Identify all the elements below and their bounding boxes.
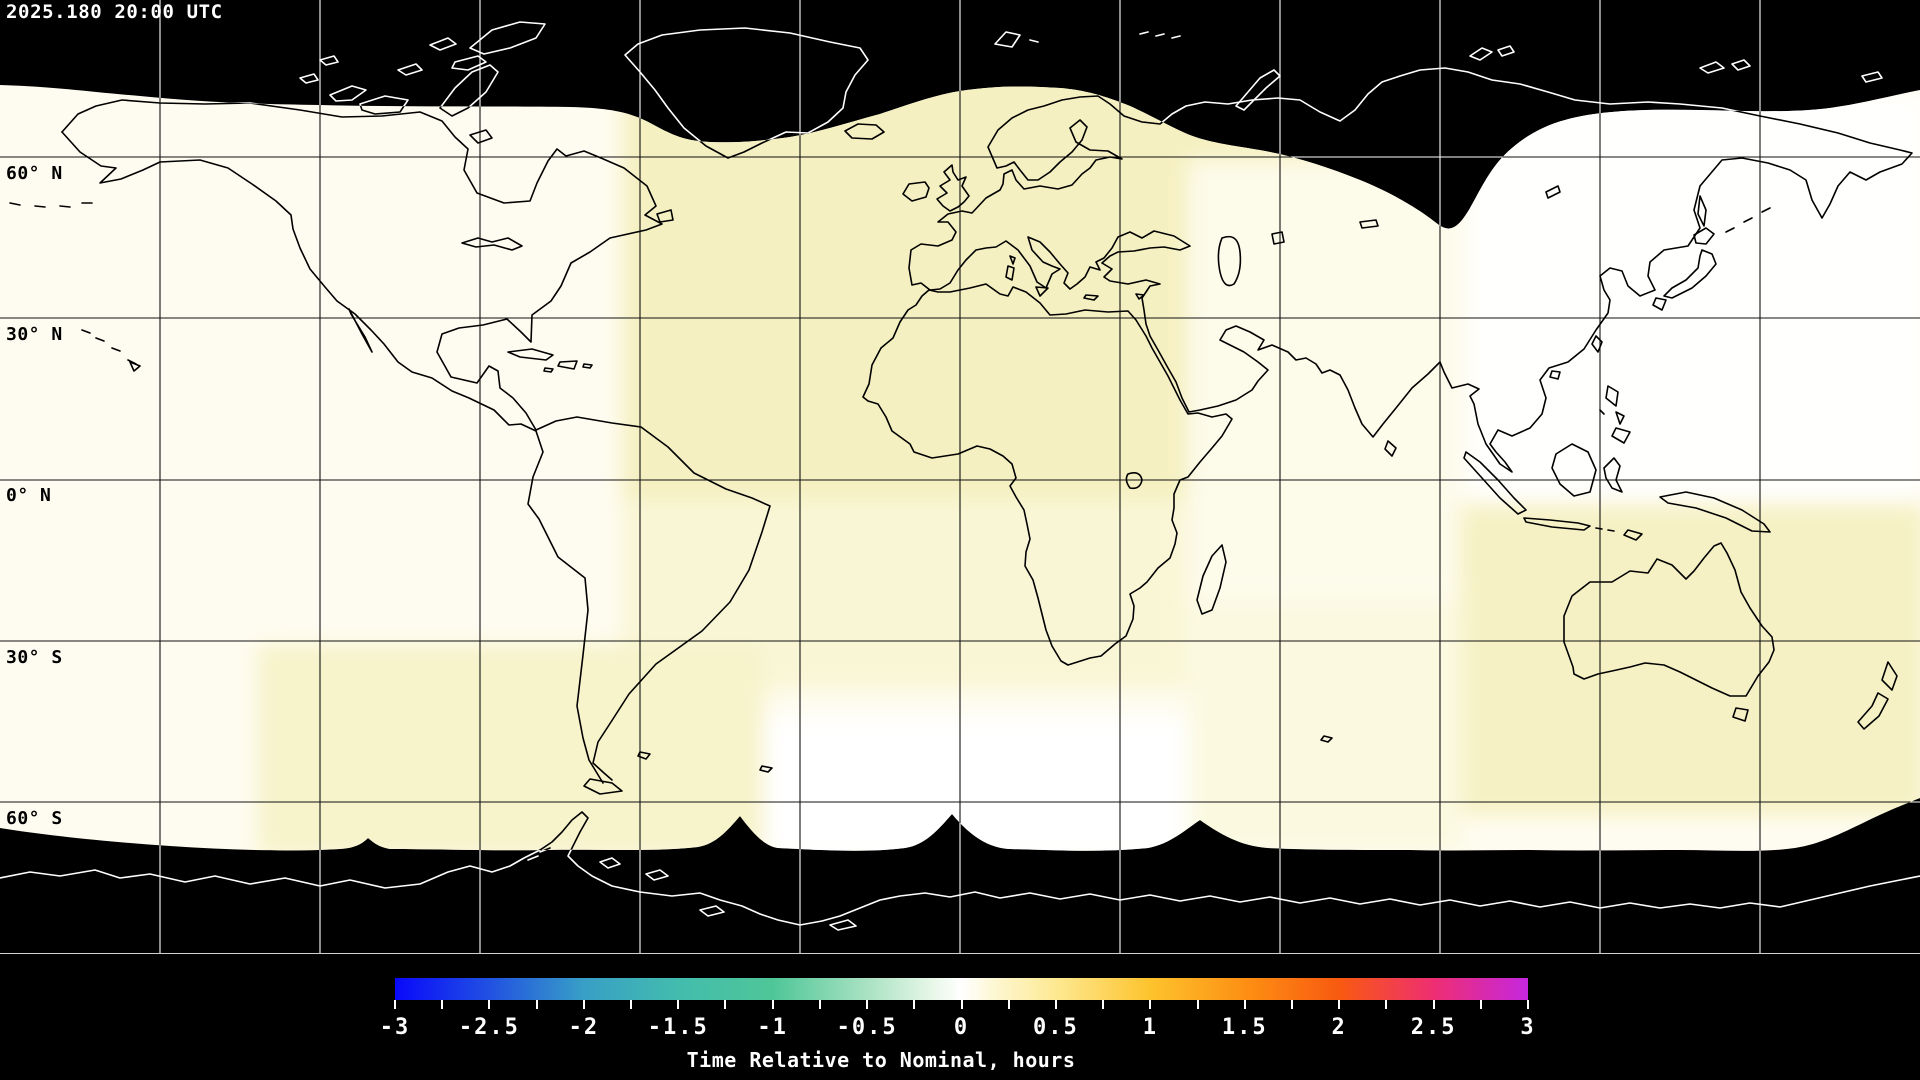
colorbar-tick-label: -2.5 — [458, 1015, 520, 1040]
colorbar-tick — [866, 1000, 869, 1009]
colorbar-tick — [960, 1000, 963, 1009]
colorbar-tick-label: -1.5 — [647, 1015, 709, 1040]
latitude-label: 30° N — [6, 324, 63, 345]
colorbar-tick-label: 1 — [1142, 1015, 1158, 1040]
timestamp-label: 2025.180 20:00 UTC — [6, 1, 223, 23]
colorbar-tick — [1196, 1000, 1199, 1009]
colorbar-tick — [394, 1000, 396, 1009]
latitude-label: 30° S — [6, 647, 63, 668]
colorbar-tick — [1102, 1000, 1105, 1009]
colorbar-tick — [1243, 1000, 1246, 1009]
colorbar-tick-label: 0 — [953, 1015, 970, 1040]
colorbar-gradient — [395, 978, 1528, 1000]
colorbar-tick-label: -1 — [757, 1015, 788, 1040]
colorbar-tick — [488, 1000, 491, 1009]
colorbar-tick — [677, 1000, 680, 1009]
colorbar-tick — [535, 1000, 538, 1009]
colorbar-tick — [1290, 1000, 1293, 1009]
colorbar-tick-label: 2 — [1331, 1015, 1347, 1040]
time-offset-tints — [258, 85, 1920, 851]
colorbar-tick — [771, 1000, 774, 1009]
colorbar-tick-label: 3 — [1520, 1015, 1536, 1040]
colorbar-tick — [582, 1000, 585, 1009]
colorbar-tick — [630, 1000, 633, 1009]
colorbar-tick-label: -3 — [379, 1015, 411, 1040]
colorbar-tick — [1007, 1000, 1010, 1009]
latitude-label: 60° N — [6, 163, 63, 184]
colorbar-tick — [1054, 1000, 1057, 1009]
colorbar-tick — [1385, 1000, 1388, 1009]
colorbar-tick — [1479, 1000, 1482, 1009]
colorbar-tick-label: -0.5 — [836, 1015, 898, 1040]
world-map — [0, 0, 1920, 954]
colorbar-tick — [913, 1000, 916, 1009]
colorbar-tick-label: -2 — [568, 1015, 600, 1040]
colorbar-tick — [1149, 1000, 1152, 1009]
colorbar-tick — [818, 1000, 821, 1009]
latitude-label: 0° N — [6, 485, 52, 506]
latitude-label: 60° S — [6, 808, 63, 829]
colorbar-tick-label: 2.5 — [1410, 1015, 1457, 1040]
colorbar-tick-label: 1.5 — [1221, 1015, 1268, 1040]
colorbar-tick — [441, 1000, 444, 1009]
colorbar-title: Time Relative to Nominal, hours — [686, 1048, 1076, 1072]
colorbar-tick — [1432, 1000, 1435, 1009]
colorbar-tick — [1338, 1000, 1341, 1009]
colorbar-tick-label: 0.5 — [1033, 1015, 1079, 1040]
colorbar-tick — [724, 1000, 727, 1009]
colorbar-tick — [1527, 1000, 1529, 1009]
